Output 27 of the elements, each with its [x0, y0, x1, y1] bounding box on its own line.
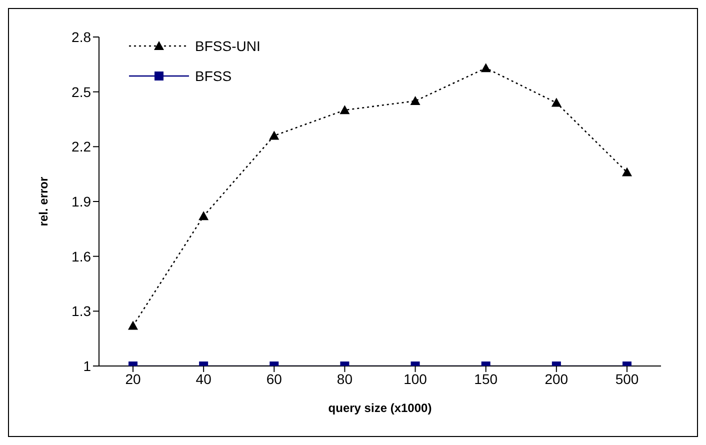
x-tick-label: 60 — [266, 370, 282, 387]
y-tick-label: 1 — [83, 358, 92, 374]
x-tick-label: 80 — [336, 370, 353, 387]
point — [480, 63, 491, 72]
y-axis-title: rel. error — [36, 176, 50, 226]
x-tick-label: 100 — [404, 370, 428, 387]
x-tick-label: 40 — [196, 370, 212, 387]
y-tick-label: 1.6 — [72, 248, 92, 264]
x-tick-label: 150 — [474, 370, 498, 387]
x-tick-label: 500 — [615, 370, 639, 387]
y-tick-label: 1.3 — [72, 303, 92, 320]
y-tick-label: 2.5 — [72, 84, 92, 100]
y-tick-label: 1.9 — [72, 193, 92, 210]
point — [622, 167, 632, 176]
point — [269, 130, 280, 140]
point — [340, 105, 350, 114]
point — [198, 211, 209, 220]
point — [128, 320, 138, 330]
point — [410, 96, 420, 105]
point — [551, 98, 562, 107]
y-tick-label: 2.8 — [72, 28, 92, 45]
legend-label: BFSS — [195, 68, 232, 84]
x-axis-title: query size (x1000) — [328, 401, 432, 415]
legend-label: BFSS-UNI — [195, 38, 260, 54]
y-tick-label: 2.2 — [72, 138, 92, 155]
x-tick-label: 200 — [544, 370, 568, 387]
x-tick-label: 20 — [125, 370, 141, 387]
